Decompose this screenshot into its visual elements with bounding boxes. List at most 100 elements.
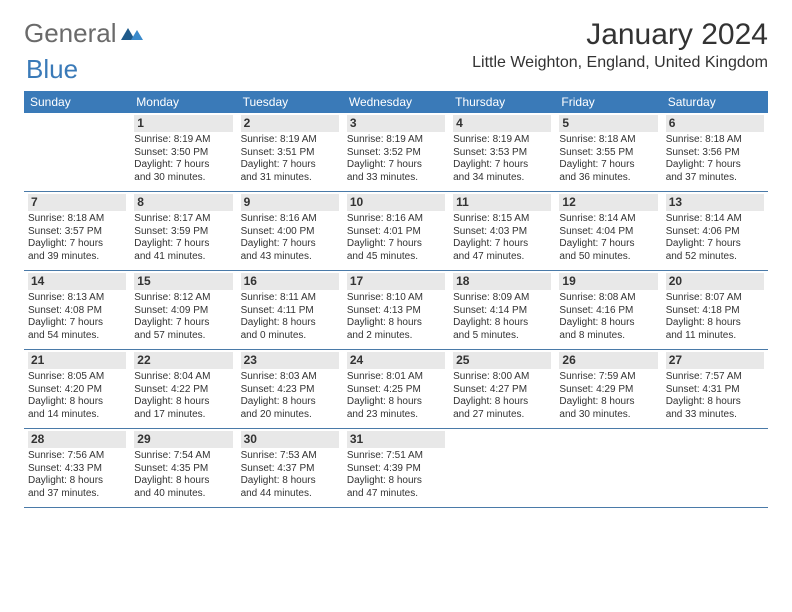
calendar-cell [662, 429, 768, 507]
daylight-text-2: and 33 minutes. [666, 409, 764, 422]
sunrise-text: Sunrise: 8:19 AM [347, 134, 445, 147]
location-text: Little Weighton, England, United Kingdom [472, 54, 768, 72]
day-number: 16 [241, 273, 339, 290]
calendar-cell: 1Sunrise: 8:19 AMSunset: 3:50 PMDaylight… [130, 113, 236, 191]
daylight-text-1: Daylight: 7 hours [347, 238, 445, 251]
daylight-text-2: and 14 minutes. [28, 409, 126, 422]
sunrise-text: Sunrise: 8:19 AM [134, 134, 232, 147]
sunset-text: Sunset: 4:33 PM [28, 463, 126, 476]
month-title: January 2024 [472, 18, 768, 52]
daylight-text-1: Daylight: 7 hours [559, 159, 657, 172]
daylight-text-2: and 43 minutes. [241, 251, 339, 264]
day-number: 4 [453, 115, 551, 132]
sunset-text: Sunset: 4:31 PM [666, 384, 764, 397]
daylight-text-2: and 44 minutes. [241, 488, 339, 501]
sunrise-text: Sunrise: 8:09 AM [453, 292, 551, 305]
sunrise-text: Sunrise: 8:18 AM [559, 134, 657, 147]
sunrise-text: Sunrise: 8:18 AM [666, 134, 764, 147]
calendar-cell [449, 429, 555, 507]
daylight-text-2: and 50 minutes. [559, 251, 657, 264]
calendar-body: 1Sunrise: 8:19 AMSunset: 3:50 PMDaylight… [24, 113, 768, 508]
sunset-text: Sunset: 4:27 PM [453, 384, 551, 397]
calendar-cell: 20Sunrise: 8:07 AMSunset: 4:18 PMDayligh… [662, 271, 768, 349]
logo: General [24, 18, 143, 49]
dayname-friday: Friday [555, 91, 661, 113]
day-number: 25 [453, 352, 551, 369]
sunrise-text: Sunrise: 8:16 AM [241, 213, 339, 226]
day-number: 8 [134, 194, 232, 211]
daylight-text-2: and 33 minutes. [347, 172, 445, 185]
sunset-text: Sunset: 4:29 PM [559, 384, 657, 397]
sunrise-text: Sunrise: 8:11 AM [241, 292, 339, 305]
daylight-text-1: Daylight: 7 hours [241, 159, 339, 172]
calendar-cell: 27Sunrise: 7:57 AMSunset: 4:31 PMDayligh… [662, 350, 768, 428]
calendar-cell: 12Sunrise: 8:14 AMSunset: 4:04 PMDayligh… [555, 192, 661, 270]
sunrise-text: Sunrise: 8:08 AM [559, 292, 657, 305]
sunset-text: Sunset: 4:22 PM [134, 384, 232, 397]
sunrise-text: Sunrise: 8:10 AM [347, 292, 445, 305]
sunrise-text: Sunrise: 8:17 AM [134, 213, 232, 226]
daylight-text-1: Daylight: 8 hours [666, 396, 764, 409]
dayname-thursday: Thursday [449, 91, 555, 113]
calendar-row: 21Sunrise: 8:05 AMSunset: 4:20 PMDayligh… [24, 350, 768, 429]
calendar-cell: 2Sunrise: 8:19 AMSunset: 3:51 PMDaylight… [237, 113, 343, 191]
calendar-row: 28Sunrise: 7:56 AMSunset: 4:33 PMDayligh… [24, 429, 768, 508]
sunrise-text: Sunrise: 8:18 AM [28, 213, 126, 226]
sunset-text: Sunset: 3:53 PM [453, 147, 551, 160]
daylight-text-2: and 20 minutes. [241, 409, 339, 422]
sunset-text: Sunset: 3:55 PM [559, 147, 657, 160]
day-number: 12 [559, 194, 657, 211]
calendar-cell: 30Sunrise: 7:53 AMSunset: 4:37 PMDayligh… [237, 429, 343, 507]
sunrise-text: Sunrise: 7:59 AM [559, 371, 657, 384]
calendar: Sunday Monday Tuesday Wednesday Thursday… [24, 91, 768, 508]
calendar-cell: 28 Sunrise: 7:56 AMSunset: 4:33 PMDayligh… [24, 429, 130, 507]
sunset-text: Sunset: 4:04 PM [559, 226, 657, 239]
day-number: 30 [241, 431, 339, 448]
calendar-cell: 11Sunrise: 8:15 AMSunset: 4:03 PMDayligh… [449, 192, 555, 270]
daylight-text-2: and 2 minutes. [347, 330, 445, 343]
calendar-cell: 4Sunrise: 8:19 AMSunset: 3:53 PMDaylight… [449, 113, 555, 191]
day-number: 10 [347, 194, 445, 211]
day-number: 23 [241, 352, 339, 369]
sunset-text: Sunset: 3:59 PM [134, 226, 232, 239]
sunrise-text: Sunrise: 8:04 AM [134, 371, 232, 384]
daylight-text-1: Daylight: 8 hours [559, 317, 657, 330]
daylight-text-1: Daylight: 8 hours [347, 317, 445, 330]
sunrise-text: Sunrise: 8:01 AM [347, 371, 445, 384]
calendar-cell: 9Sunrise: 8:16 AMSunset: 4:00 PMDaylight… [237, 192, 343, 270]
daylight-text-1: Daylight: 8 hours [453, 317, 551, 330]
sunrise-text: Sunrise: 8:19 AM [453, 134, 551, 147]
daylight-text-2: and 30 minutes. [134, 172, 232, 185]
daylight-text-2: and 54 minutes. [28, 330, 126, 343]
daylight-text-1: Daylight: 8 hours [28, 475, 126, 488]
sunset-text: Sunset: 3:56 PM [666, 147, 764, 160]
daylight-text-2: and 23 minutes. [347, 409, 445, 422]
daylight-text-2: and 30 minutes. [559, 409, 657, 422]
sunset-text: Sunset: 4:39 PM [347, 463, 445, 476]
calendar-cell: 5Sunrise: 8:18 AMSunset: 3:55 PMDaylight… [555, 113, 661, 191]
daylight-text-2: and 57 minutes. [134, 330, 232, 343]
page-container: General January 2024 Little Weighton, En… [0, 0, 792, 526]
calendar-cell: 7Sunrise: 8:18 AMSunset: 3:57 PMDaylight… [24, 192, 130, 270]
calendar-cell: 19Sunrise: 8:08 AMSunset: 4:16 PMDayligh… [555, 271, 661, 349]
daylight-text-2: and 27 minutes. [453, 409, 551, 422]
calendar-cell: 24Sunrise: 8:01 AMSunset: 4:25 PMDayligh… [343, 350, 449, 428]
sunset-text: Sunset: 4:35 PM [134, 463, 232, 476]
day-number: 6 [666, 115, 764, 132]
calendar-cell: 22Sunrise: 8:04 AMSunset: 4:22 PMDayligh… [130, 350, 236, 428]
calendar-cell: 26Sunrise: 7:59 AMSunset: 4:29 PMDayligh… [555, 350, 661, 428]
daylight-text-1: Daylight: 8 hours [347, 396, 445, 409]
daylight-text-1: Daylight: 7 hours [347, 159, 445, 172]
day-number: 31 [347, 431, 445, 448]
logo-text-general: General [24, 18, 117, 49]
day-number: 13 [666, 194, 764, 211]
daylight-text-1: Daylight: 8 hours [347, 475, 445, 488]
sunset-text: Sunset: 4:06 PM [666, 226, 764, 239]
day-number: 7 [28, 194, 126, 211]
day-number: 28 [28, 431, 126, 448]
sunrise-text: Sunrise: 7:56 AM [28, 450, 126, 463]
daylight-text-1: Daylight: 8 hours [453, 396, 551, 409]
title-block: January 2024 Little Weighton, England, U… [472, 18, 768, 72]
sunset-text: Sunset: 3:50 PM [134, 147, 232, 160]
daylight-text-2: and 11 minutes. [666, 330, 764, 343]
